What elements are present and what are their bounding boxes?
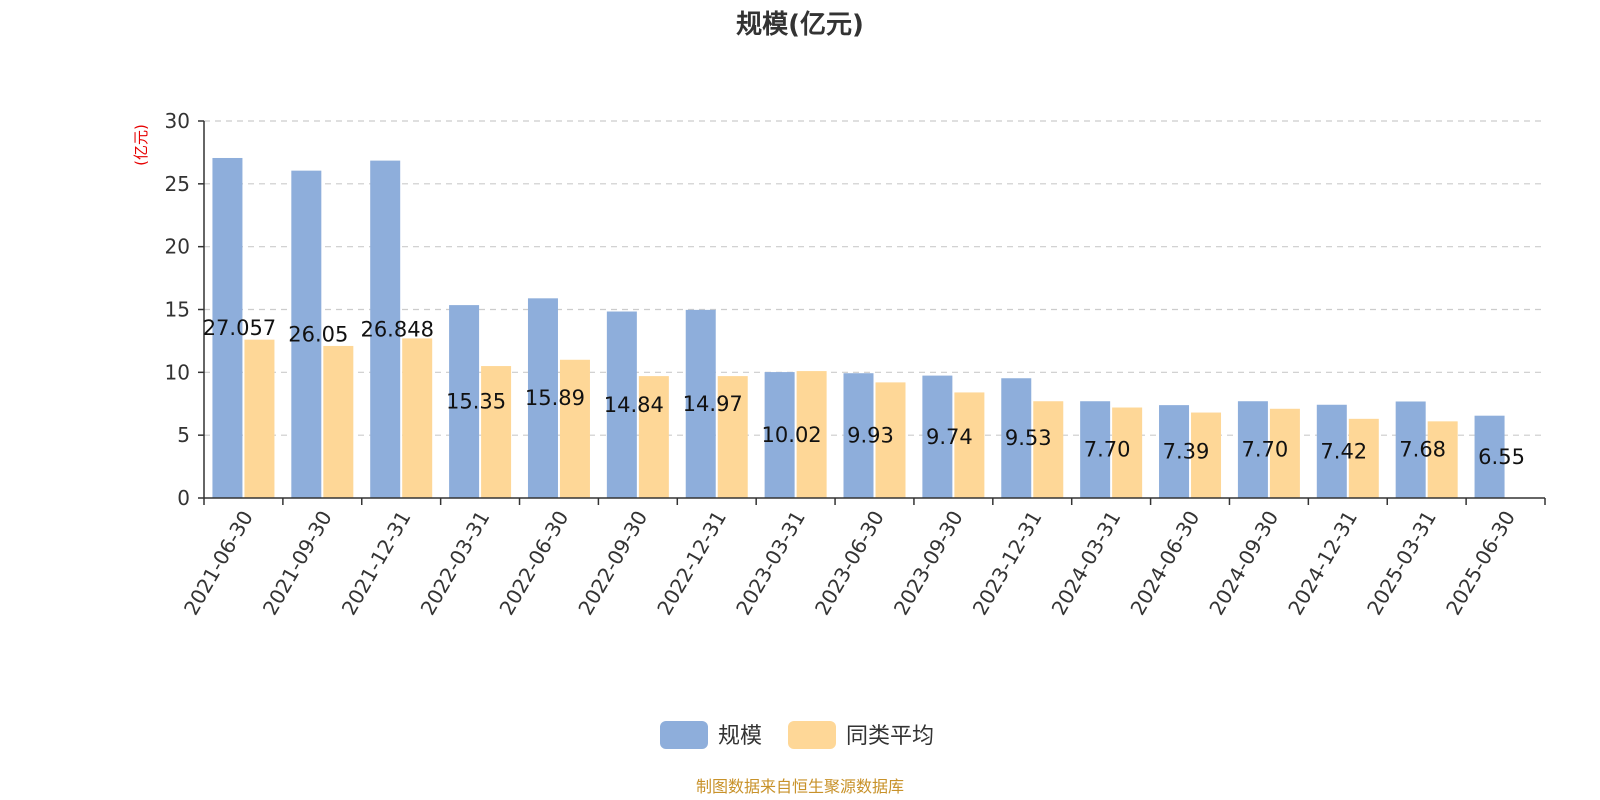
- data-label: 10.02: [762, 423, 822, 447]
- x-tick-label: 2023-09-30: [889, 507, 968, 620]
- x-tick-label: 2023-12-31: [968, 507, 1047, 620]
- x-tick-label: 2021-06-30: [179, 507, 258, 620]
- bar-peer-average: [1269, 408, 1300, 498]
- bar-scale: [449, 305, 480, 498]
- y-tick-label: 25: [165, 172, 190, 196]
- source-note: 制图数据来自恒生聚源数据库: [696, 777, 904, 796]
- bars: [212, 157, 1505, 498]
- bar-scale: [370, 160, 401, 498]
- bar-scale: [685, 309, 716, 498]
- x-tick-label: 2024-09-30: [1204, 507, 1283, 620]
- bar-peer-average: [1112, 407, 1143, 498]
- x-tick-label: 2024-03-31: [1047, 507, 1126, 620]
- data-label: 7.39: [1163, 440, 1210, 464]
- bar-peer-average: [244, 339, 275, 498]
- data-label: 9.93: [847, 424, 894, 448]
- bar-peer-average: [1427, 421, 1458, 498]
- data-label: 9.74: [926, 425, 973, 449]
- x-tick-label: 2024-12-31: [1283, 507, 1362, 620]
- bar-scale: [527, 298, 558, 498]
- bar-peer-average: [1033, 401, 1064, 498]
- bar-scale: [291, 170, 322, 498]
- legend-label-scale: 规模: [718, 724, 762, 749]
- data-label: 14.84: [604, 393, 664, 417]
- legend-swatch-peer-average: [788, 721, 836, 749]
- bar-scale: [843, 373, 874, 498]
- bar-scale: [212, 157, 243, 498]
- bar-scale: [1080, 401, 1111, 498]
- bar-peer-average: [559, 359, 590, 498]
- data-label: 14.97: [683, 392, 743, 416]
- bar-scale: [1237, 401, 1268, 498]
- y-tick-label: 20: [165, 235, 190, 259]
- x-tick-label: 2025-03-31: [1362, 507, 1441, 620]
- x-tick-label: 2021-12-31: [337, 507, 416, 620]
- x-tick-label: 2025-06-30: [1441, 507, 1520, 620]
- bar-peer-average: [1191, 412, 1222, 498]
- data-label: 26.05: [288, 322, 348, 346]
- bar-peer-average: [323, 345, 354, 498]
- bar-peer-average: [796, 371, 827, 498]
- data-label: 15.89: [525, 386, 585, 410]
- y-tick-label: 5: [177, 423, 190, 447]
- bar-peer-average: [717, 376, 748, 498]
- bar-peer-average: [481, 366, 512, 498]
- legend-label-peer-average: 同类平均: [846, 724, 934, 749]
- data-labels: 27.057 26.05 26.848 15.35 15.89 14.84 14.97 10.…: [203, 316, 1525, 469]
- bar-scale: [922, 375, 953, 498]
- bar-peer-average: [875, 382, 906, 498]
- data-label: 6.55: [1478, 445, 1525, 469]
- bar-peer-average: [1348, 418, 1379, 498]
- bar-scale: [764, 372, 795, 498]
- y-tick-label: 10: [165, 360, 190, 384]
- y-axis-unit-label: (亿元): [132, 124, 150, 166]
- chart-title: 规模(亿元): [736, 10, 864, 40]
- data-label: 26.848: [360, 317, 433, 341]
- x-tick-label: 2023-03-31: [731, 507, 810, 620]
- bar-peer-average: [954, 392, 985, 498]
- y-tick-label: 15: [165, 298, 190, 322]
- bar-scale: [1316, 404, 1347, 498]
- data-label: 7.70: [1242, 438, 1289, 462]
- data-label: 7.68: [1399, 438, 1446, 462]
- x-tick-label: 2022-12-31: [652, 507, 731, 620]
- x-tick-label: 2022-09-30: [573, 507, 652, 620]
- legend[interactable]: 规模 同类平均: [660, 721, 934, 749]
- bar-scale: [1474, 415, 1505, 498]
- x-tick-label: 2023-06-30: [810, 507, 889, 620]
- bar-scale: [1159, 405, 1190, 498]
- data-label: 7.70: [1084, 438, 1131, 462]
- data-label: 7.42: [1320, 439, 1367, 463]
- data-label: 15.35: [446, 390, 506, 414]
- data-label: 9.53: [1005, 426, 1052, 450]
- x-tick-label: 2022-03-31: [416, 507, 495, 620]
- y-tick-label: 30: [165, 109, 190, 133]
- y-tick-label: 0: [177, 486, 190, 510]
- x-tick-label: 2024-06-30: [1125, 507, 1204, 620]
- bar-peer-average: [638, 376, 669, 498]
- bar-scale: [606, 311, 637, 498]
- legend-swatch-scale: [660, 721, 708, 749]
- x-tick-label: 2022-06-30: [494, 507, 573, 620]
- x-tick-label: 2021-09-30: [258, 507, 337, 620]
- data-label: 27.057: [203, 316, 276, 340]
- bar-peer-average: [402, 338, 433, 498]
- bar-scale: [1395, 401, 1426, 498]
- bar-scale: [1001, 378, 1032, 498]
